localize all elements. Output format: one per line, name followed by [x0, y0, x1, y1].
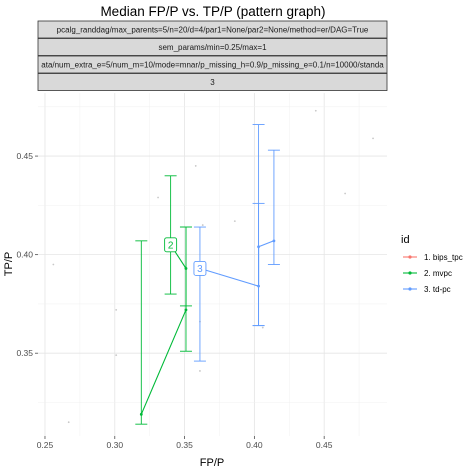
- legend: id 1. bips_tpc 2. mvpc 3. td-pc: [401, 234, 463, 294]
- grid-lines: [38, 93, 387, 436]
- series-label: 2: [168, 240, 174, 251]
- series-2-mvpc: [135, 175, 192, 425]
- series-layer: [135, 124, 280, 425]
- background-point: [52, 263, 55, 266]
- x-tick-label: 0.45: [316, 440, 333, 450]
- data-point: [139, 412, 143, 416]
- background-point: [314, 109, 317, 112]
- data-point: [184, 308, 188, 312]
- background-point: [261, 326, 264, 329]
- legend-entry-label: 3. td-pc: [424, 285, 451, 294]
- facet-strips: pcalg_randdag/max_parents=5/n=20/d=4/par…: [37, 20, 388, 91]
- series-label-box: [193, 260, 207, 276]
- x-axis-ticks: 0.25 0.30 0.35 0.40 0.45: [37, 436, 333, 450]
- facet-strip-label: sem_params/min=0.25/max=1: [158, 43, 267, 52]
- legend-key-point: [408, 287, 412, 291]
- background-point: [67, 421, 70, 424]
- background-point: [157, 196, 159, 199]
- x-tick-label: 0.30: [107, 440, 124, 450]
- x-tick-label: 0.25: [37, 440, 54, 450]
- series-label-box: [164, 237, 178, 253]
- background-point: [115, 308, 118, 311]
- background-point: [194, 165, 197, 167]
- series-label: 3: [197, 264, 203, 275]
- legend-key-point: [408, 255, 412, 259]
- series-3-td-pc: [193, 124, 280, 362]
- facet-strip-label: 3: [210, 78, 215, 87]
- y-axis-label: TP/P: [3, 252, 15, 276]
- legend-title: id: [401, 234, 410, 246]
- legend-entry-label: 1. bips_tpc: [424, 253, 463, 262]
- y-axis-ticks: 0.35 0.40 0.45: [16, 151, 38, 358]
- facet-strip-label: ata/num_extra_e=5/num_m=10/mode=mnar/p_m…: [41, 61, 384, 70]
- facet-strip: [37, 55, 388, 74]
- legend-key-point: [408, 271, 412, 275]
- x-tick-label: 0.40: [246, 440, 263, 450]
- background-point: [115, 354, 118, 357]
- background-point: [233, 220, 236, 223]
- plot-panel: [38, 93, 387, 436]
- x-tick-label: 0.35: [176, 440, 193, 450]
- series-labels: 23: [164, 237, 207, 276]
- y-tick-label: 0.35: [16, 348, 33, 358]
- facet-strip: [37, 20, 388, 39]
- data-point: [257, 245, 260, 249]
- background-point: [201, 224, 204, 226]
- background-points: [52, 109, 374, 424]
- legend-entry-label: 2. mvpc: [424, 269, 452, 278]
- x-axis-label: FP/P: [200, 457, 224, 469]
- data-point: [184, 267, 188, 270]
- data-point: [272, 239, 276, 243]
- y-tick-label: 0.40: [16, 250, 33, 260]
- background-point: [372, 137, 374, 140]
- facet-strip-label: pcalg_randdag/max_parents=5/n=20/d=4/par…: [57, 26, 369, 35]
- facet-strip: [37, 38, 388, 56]
- y-tick-label: 0.45: [16, 151, 33, 161]
- facet-strip: [37, 73, 388, 91]
- chart-title: Median FP/P vs. TP/P (pattern graph): [100, 4, 325, 19]
- background-point: [344, 192, 347, 195]
- background-point: [199, 370, 201, 372]
